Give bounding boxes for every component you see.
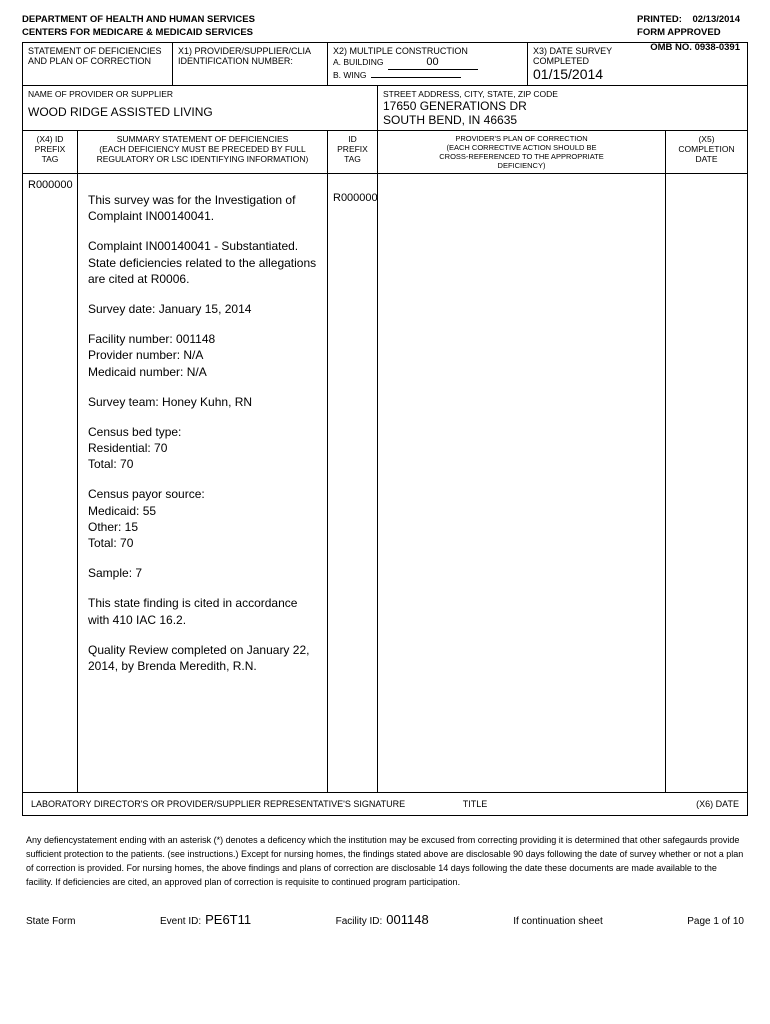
row-headers: STATEMENT OF DEFICIENCIES AND PLAN OF CO…: [23, 43, 747, 86]
x3-l1: X3) DATE SURVEY: [533, 46, 612, 56]
provider-cell: NAME OF PROVIDER OR SUPPLIER WOOD RIDGE …: [23, 86, 378, 130]
omb-number: OMB NO. 0938-0391: [650, 42, 740, 53]
x2-cell: X2) MULTIPLE CONSTRUCTION A. BUILDING00 …: [328, 43, 528, 85]
x1-l1: X1) PROVIDER/SUPPLIER/CLIA: [178, 46, 311, 56]
p3: Survey date: January 15, 2014: [88, 301, 317, 317]
provider-row: NAME OF PROVIDER OR SUPPLIER WOOD RIDGE …: [23, 86, 747, 131]
p6: Census bed type: Residential: 70 Total: …: [88, 424, 317, 473]
col-id: ID PREFIX TAG: [328, 131, 378, 173]
facility-id-block: Facility ID:001148: [336, 912, 429, 927]
x2-label: X2) MULTIPLE CONSTRUCTION: [333, 46, 468, 56]
building-label: A. BUILDING: [333, 57, 384, 67]
deficiency-text: This survey was for the Investigation of…: [78, 174, 328, 792]
col-plan: PROVIDER'S PLAN OF CORRECTION (EACH CORR…: [378, 131, 666, 173]
x3-l2: COMPLETED: [533, 56, 589, 66]
col-x4: (X4) ID PREFIX TAG: [23, 131, 78, 173]
event-id: PE6T11: [205, 912, 251, 927]
form-container: STATEMENT OF DEFICIENCIES AND PLAN OF CO…: [22, 42, 748, 816]
x6-date-label: (X6) DATE: [659, 799, 739, 809]
p10: Quality Review completed on January 22, …: [88, 642, 317, 674]
col-x5: (X5) COMPLETION DATE: [666, 131, 747, 173]
plan-col: [378, 174, 666, 792]
fineprint: Any defiencystatement ending with an ast…: [26, 834, 744, 890]
signature-row: LABORATORY DIRECTOR'S OR PROVIDER/SUPPLI…: [23, 793, 747, 815]
event-id-block: Event ID:PE6T11: [160, 912, 251, 927]
continuation: If continuation sheet: [513, 916, 603, 927]
p7: Census payor source: Medicaid: 55 Other:…: [88, 486, 317, 551]
address-line2: SOUTH BEND, IN 46635: [383, 113, 742, 127]
address-label: STREET ADDRESS, CITY, STATE, ZIP CODE: [383, 89, 742, 99]
stmt-cell: STATEMENT OF DEFICIENCIES AND PLAN OF CO…: [23, 43, 173, 85]
tag-right: R000000: [328, 174, 378, 792]
address-line1: 17650 GENERATIONS DR: [383, 99, 742, 113]
p1: This survey was for the Investigation of…: [88, 192, 317, 224]
header-right: PRINTED: 02/13/2014 FORM APPROVED: [637, 14, 740, 40]
p9: This state finding is cited in accordanc…: [88, 595, 317, 627]
title-label: TITLE: [463, 799, 659, 809]
completion-col: [666, 174, 747, 792]
stmt-l2: AND PLAN OF CORRECTION: [28, 56, 151, 66]
printed-label: PRINTED:: [637, 14, 682, 25]
x1-cell: X1) PROVIDER/SUPPLIER/CLIA IDENTIFICATIO…: [173, 43, 328, 85]
footer: State Form Event ID:PE6T11 Facility ID:0…: [22, 912, 748, 927]
printed-date: 02/13/2014: [692, 14, 740, 25]
p5: Survey team: Honey Kuhn, RN: [88, 394, 317, 410]
column-headers: (X4) ID PREFIX TAG SUMMARY STATEMENT OF …: [23, 131, 747, 173]
p8: Sample: 7: [88, 565, 317, 581]
wing-value: [371, 76, 461, 78]
x3-date: 01/15/2014: [533, 66, 603, 82]
building-value: 00: [388, 56, 478, 70]
provider-name: WOOD RIDGE ASSISTED LIVING: [28, 99, 372, 119]
address-cell: STREET ADDRESS, CITY, STATE, ZIP CODE 17…: [378, 86, 747, 130]
provider-label: NAME OF PROVIDER OR SUPPLIER: [28, 89, 372, 99]
wing-label: B. WING: [333, 70, 367, 80]
tag-left: R000000: [23, 174, 78, 792]
facility-id: 001148: [386, 912, 428, 927]
form-approved: FORM APPROVED: [637, 27, 740, 38]
col-summary: SUMMARY STATEMENT OF DEFICIENCIES (EACH …: [78, 131, 328, 173]
x1-l2: IDENTIFICATION NUMBER:: [178, 56, 293, 66]
page-number: Page 1 of 10: [687, 916, 744, 927]
sig-label: LABORATORY DIRECTOR'S OR PROVIDER/SUPPLI…: [31, 799, 463, 809]
body-row: R000000 This survey was for the Investig…: [23, 173, 747, 793]
state-form: State Form: [26, 916, 75, 927]
p2: Complaint IN00140041 - Substantiated. St…: [88, 238, 317, 287]
p4: Facility number: 001148 Provider number:…: [88, 331, 317, 380]
stmt-l1: STATEMENT OF DEFICIENCIES: [28, 46, 162, 56]
